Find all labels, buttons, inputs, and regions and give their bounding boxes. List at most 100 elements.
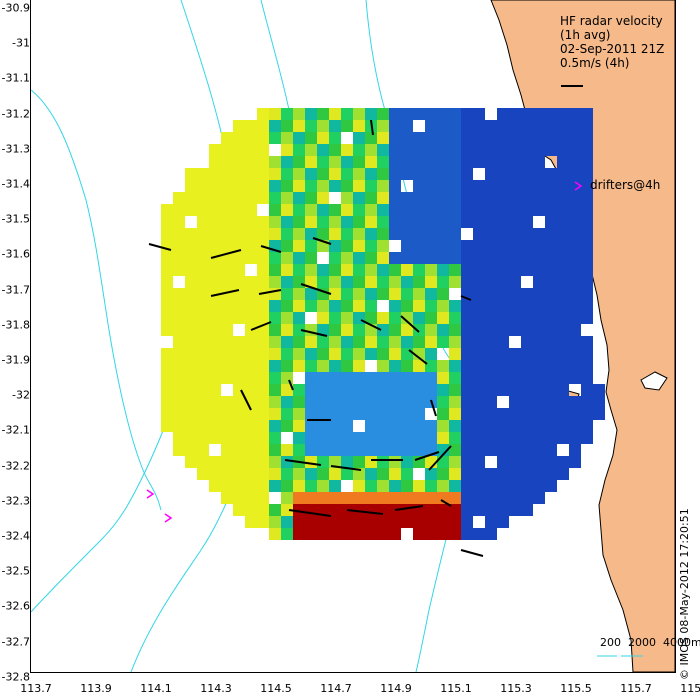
velocity-cell	[245, 180, 257, 192]
velocity-cell	[485, 492, 497, 504]
velocity-cell	[281, 384, 293, 396]
velocity-cell	[365, 336, 377, 348]
velocity-cell	[509, 120, 521, 132]
velocity-cell	[317, 312, 329, 324]
velocity-cell	[197, 312, 209, 324]
velocity-cell	[449, 396, 461, 408]
velocity-cell	[497, 480, 509, 492]
velocity-cell	[485, 240, 497, 252]
velocity-cell	[521, 252, 533, 264]
velocity-cell	[221, 276, 233, 288]
velocity-cell	[353, 468, 365, 480]
velocity-cell	[269, 216, 281, 228]
velocity-cell	[449, 276, 461, 288]
velocity-cell	[305, 132, 317, 144]
lat-tick-label: -31.7	[1, 283, 30, 297]
lat-tick-label: -31.9	[1, 353, 30, 367]
velocity-cell	[281, 216, 293, 228]
velocity-cell	[269, 516, 281, 528]
velocity-cell	[557, 216, 569, 228]
velocity-cell	[293, 480, 305, 492]
velocity-arrow	[346, 509, 384, 515]
velocity-cell	[449, 468, 461, 480]
velocity-cell	[473, 264, 485, 276]
velocity-arrow	[370, 119, 374, 136]
velocity-cell	[233, 168, 245, 180]
velocity-cell	[449, 180, 461, 192]
velocity-cell	[425, 216, 437, 228]
velocity-cell	[533, 468, 545, 480]
velocity-cell	[185, 384, 197, 396]
drifter-marker	[146, 489, 155, 499]
velocity-cell	[353, 336, 365, 348]
velocity-cell	[401, 408, 413, 420]
velocity-cell	[413, 192, 425, 204]
velocity-cell	[545, 252, 557, 264]
velocity-cell	[281, 492, 293, 504]
velocity-cell	[389, 348, 401, 360]
velocity-cell	[173, 288, 185, 300]
velocity-cell	[293, 444, 305, 456]
velocity-cell	[365, 288, 377, 300]
velocity-cell	[329, 180, 341, 192]
velocity-cell	[437, 408, 449, 420]
velocity-cell	[485, 312, 497, 324]
velocity-cell	[497, 120, 509, 132]
velocity-cell	[401, 240, 413, 252]
velocity-cell	[209, 252, 221, 264]
velocity-cell	[593, 408, 605, 420]
lon-tick-label: 113.9	[80, 682, 112, 695]
velocity-cell	[365, 456, 377, 468]
velocity-cell	[485, 180, 497, 192]
lat-tick-label: -32	[12, 388, 30, 402]
velocity-cell	[341, 528, 353, 540]
velocity-cell	[461, 108, 473, 120]
velocity-cell	[197, 192, 209, 204]
velocity-cell	[221, 264, 233, 276]
velocity-cell	[269, 384, 281, 396]
velocity-cell	[161, 288, 173, 300]
velocity-cell	[569, 372, 581, 384]
velocity-cell	[581, 312, 593, 324]
velocity-cell	[509, 216, 521, 228]
velocity-cell	[449, 300, 461, 312]
velocity-cell	[233, 348, 245, 360]
velocity-cell	[413, 348, 425, 360]
velocity-cell	[449, 372, 461, 384]
velocity-cell	[161, 252, 173, 264]
velocity-cell	[257, 228, 269, 240]
velocity-cell	[413, 216, 425, 228]
velocity-cell	[569, 300, 581, 312]
velocity-cell	[257, 516, 269, 528]
velocity-cell	[317, 516, 329, 528]
velocity-cell	[509, 480, 521, 492]
velocity-cell	[245, 348, 257, 360]
velocity-cell	[509, 396, 521, 408]
velocity-cell	[281, 168, 293, 180]
velocity-cell	[269, 156, 281, 168]
velocity-cell	[437, 468, 449, 480]
velocity-cell	[569, 324, 581, 336]
velocity-cell	[305, 240, 317, 252]
velocity-cell	[329, 156, 341, 168]
velocity-cell	[257, 264, 269, 276]
velocity-cell	[245, 144, 257, 156]
velocity-cell	[485, 168, 497, 180]
velocity-cell	[377, 168, 389, 180]
velocity-cell	[377, 432, 389, 444]
velocity-cell	[233, 372, 245, 384]
velocity-cell	[401, 300, 413, 312]
velocity-arrow	[210, 249, 242, 259]
velocity-cell	[185, 324, 197, 336]
velocity-cell	[437, 372, 449, 384]
velocity-cell	[173, 360, 185, 372]
velocity-cell	[257, 456, 269, 468]
velocity-cell	[185, 288, 197, 300]
velocity-cell	[365, 516, 377, 528]
velocity-cell	[353, 288, 365, 300]
velocity-cell	[173, 420, 185, 432]
velocity-cell	[449, 192, 461, 204]
velocity-cell	[269, 324, 281, 336]
drifter-legend-marker	[574, 181, 583, 191]
velocity-cell	[365, 348, 377, 360]
